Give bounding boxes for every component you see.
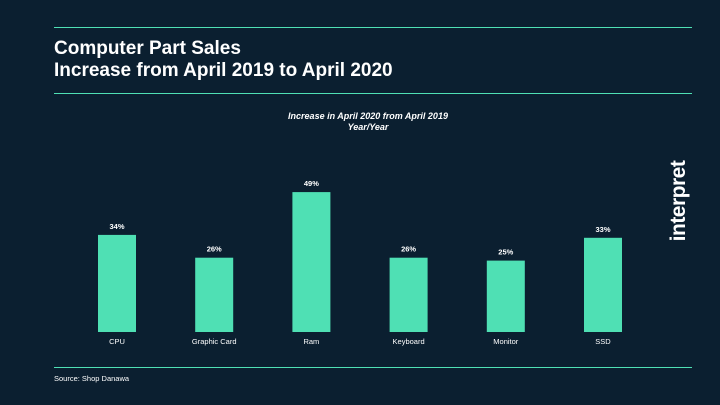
data-label: 26% (401, 245, 416, 254)
data-label: 26% (207, 245, 222, 254)
bar-graphic-card (195, 257, 234, 332)
page-title-line-2: Increase from April 2019 to April 2020 (54, 60, 393, 81)
chart-subtitle: Year/Year (347, 122, 389, 132)
data-label: 49% (304, 179, 319, 188)
bar-ram (292, 192, 331, 332)
bar-monitor (486, 260, 525, 332)
category-label: SSD (595, 337, 611, 346)
category-label: Graphic Card (192, 337, 237, 346)
source-note: Source: Shop Danawa (54, 374, 130, 383)
category-label: CPU (109, 337, 125, 346)
chart-title: Increase in April 2020 from April 2019 (288, 111, 448, 121)
footer-divider (54, 367, 692, 368)
data-label: 25% (498, 248, 513, 257)
page-title: Computer Part Sales Increase from April … (54, 38, 393, 82)
data-label: 33% (595, 225, 610, 234)
page-title-line-1: Computer Part Sales (54, 38, 241, 59)
bar-cpu (98, 234, 136, 332)
category-label: Keyboard (393, 337, 425, 346)
title-divider (54, 93, 692, 94)
data-label: 34% (109, 222, 124, 231)
brand-logo: interpret (667, 160, 690, 242)
bar-keyboard (389, 257, 428, 332)
bar-ssd (584, 237, 622, 332)
category-label: Ram (303, 337, 319, 346)
category-label: Monitor (493, 337, 519, 346)
top-divider (54, 27, 692, 28)
